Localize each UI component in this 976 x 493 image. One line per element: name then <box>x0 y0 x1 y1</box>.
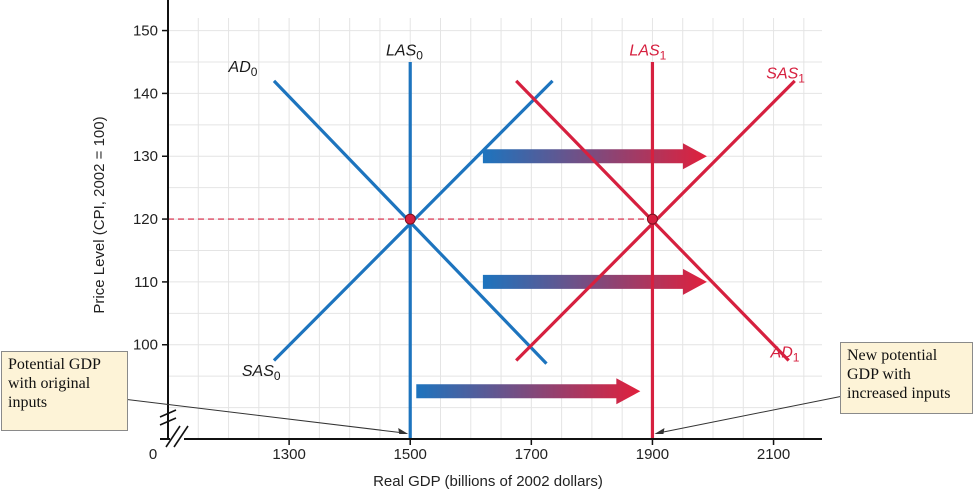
axis-break-mark <box>173 425 189 448</box>
grid <box>168 18 822 439</box>
y-tick-label: 150 <box>133 23 158 40</box>
y-tick-label: 130 <box>133 148 158 165</box>
x-tick-label: 2100 <box>757 446 790 463</box>
axis-break-mark <box>165 425 181 448</box>
shift-arrow <box>482 143 707 170</box>
x-tick-label: 1300 <box>272 446 305 463</box>
curve-label-sas1: SAS1 <box>766 65 805 85</box>
y-axis-title: Price Level (CPI, 2002 = 100) <box>91 116 108 313</box>
callout-pointer-left-head <box>398 428 409 434</box>
axis-break-mark <box>159 417 177 426</box>
x-axis-title: Real GDP (billions of 2002 dollars) <box>373 473 603 490</box>
x-tick-label: 1900 <box>636 446 669 463</box>
callout-original-line-3: inputs <box>8 394 48 411</box>
y-tick-label: 140 <box>133 85 158 102</box>
axis-break-gap <box>170 427 184 449</box>
curve-label-ad0: AD0 <box>228 59 258 79</box>
callout-pointer-right <box>658 394 849 434</box>
callout-increased-line-1: New potential <box>847 347 938 364</box>
callout-increased-inputs: New potential GDP with increased inputs <box>840 342 973 414</box>
tick-labels: 1300 1500 1700 1900 2100 0 100 110 120 130 140 150 <box>133 23 790 463</box>
axes <box>159 0 822 449</box>
callout-original-line-1: Potential GDP <box>8 356 101 373</box>
curve-labels: AD0 SAS0 LAS0 LAS1 SAS1 AD1 <box>228 43 806 383</box>
y-tick-label: 120 <box>133 211 158 228</box>
equilibrium-point <box>646 213 658 225</box>
curve-label-ad1: AD1 <box>770 344 800 364</box>
callout-original-line-2: with original <box>8 375 91 392</box>
callout-pointer-left <box>89 394 405 434</box>
x-tick-label: 1500 <box>394 446 427 463</box>
callout-pointers <box>89 394 849 434</box>
curve-label-las1: LAS1 <box>629 43 666 63</box>
x-tick-label: 1700 <box>515 446 548 463</box>
curve-label-sas0: SAS0 <box>242 363 281 383</box>
callout-increased-line-2: GDP with <box>847 366 911 383</box>
y-tick-label: 100 <box>133 337 158 354</box>
equilibrium-point <box>404 213 416 225</box>
callout-pointer-right-head <box>654 428 665 434</box>
callout-increased-line-3: increased inputs <box>847 385 951 402</box>
x-origin-label: 0 <box>149 446 157 463</box>
curve-label-las0: LAS0 <box>386 43 423 63</box>
equilibrium-points <box>404 213 658 225</box>
y-tick-label: 110 <box>134 274 158 291</box>
callout-original-inputs: Potential GDP with original inputs <box>1 351 128 431</box>
axis-break-mark <box>159 409 177 418</box>
shift-arrow <box>416 378 641 405</box>
